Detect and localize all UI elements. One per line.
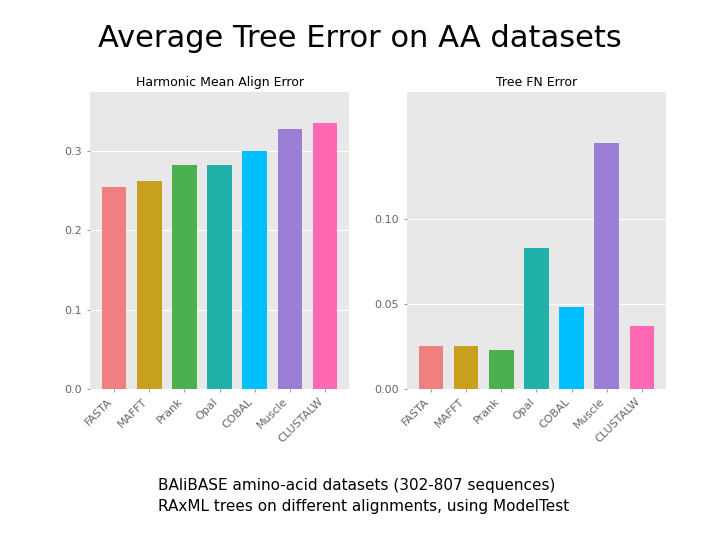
Bar [172, 165, 197, 389]
Bar [243, 151, 267, 389]
Bar [102, 187, 127, 389]
Text: Average Tree Error on AA datasets: Average Tree Error on AA datasets [98, 24, 622, 53]
Text: RAxML trees on different alignments, using ModelTest: RAxML trees on different alignments, usi… [158, 500, 570, 515]
Text: BAliBASE amino-acid datasets (302-807 sequences): BAliBASE amino-acid datasets (302-807 se… [158, 478, 556, 493]
Bar [207, 165, 232, 389]
Bar [418, 346, 444, 389]
Text: Harmonic Mean Align Error: Harmonic Mean Align Error [135, 76, 304, 89]
Bar [137, 181, 161, 389]
Bar [489, 350, 513, 389]
Bar [524, 248, 549, 389]
Bar [454, 346, 478, 389]
Text: Tree FN Error: Tree FN Error [496, 76, 577, 89]
Bar [629, 326, 654, 389]
Bar [312, 124, 338, 389]
Bar [278, 129, 302, 389]
Bar [595, 143, 619, 389]
Bar [559, 307, 584, 389]
